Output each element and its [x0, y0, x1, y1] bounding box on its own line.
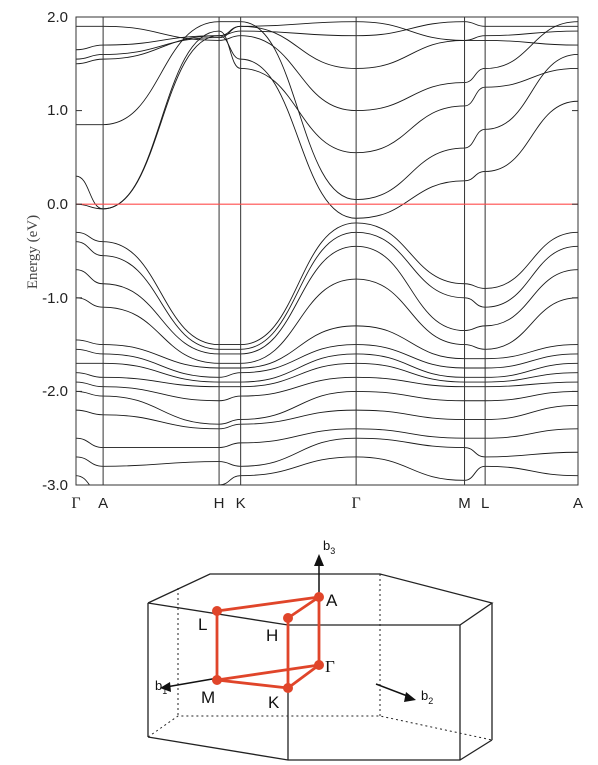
band-line-8	[76, 231, 578, 350]
band-line-16	[76, 390, 578, 425]
y-tick-label-0: 0.0	[47, 196, 68, 213]
b3-arrowhead	[314, 554, 324, 566]
kpoint-label-1: A	[98, 495, 108, 512]
kpoint-label-3: K	[236, 495, 246, 512]
bands	[76, 21, 578, 485]
band-line-2	[76, 21, 578, 65]
b3-label: b3	[323, 538, 335, 556]
kpoint-label-4: Γ	[351, 495, 360, 512]
bz-point-k	[283, 683, 293, 693]
bz-point-a	[314, 592, 324, 602]
bz-path-gamma-k	[287, 663, 320, 690]
kpoint-label-2: H	[214, 495, 225, 512]
b2-sub: 2	[428, 696, 433, 706]
b3-main: b	[323, 538, 330, 553]
band-line-18	[76, 428, 578, 449]
band-line-15	[76, 376, 578, 402]
band-line-6	[76, 35, 578, 219]
band-structure-plot: Energy (eV) 2.0 1.0 0.0 -1.0 -2.0 -3.0 Γ…	[25, 9, 583, 512]
y-ticks	[76, 16, 578, 486]
bz-point-m	[212, 675, 222, 685]
band-line-17	[76, 404, 578, 430]
band-line-4	[76, 25, 578, 69]
kpoint-lines	[102, 17, 486, 485]
plot-frame	[75, 16, 579, 486]
kpoint-label-6: L	[481, 495, 489, 512]
kpoint-label-0: Γ	[71, 495, 80, 512]
bz-path-m-k	[216, 678, 289, 690]
bz-label-a: A	[326, 591, 338, 610]
b2-label: b2	[421, 688, 433, 706]
b1-label: b1	[155, 678, 167, 696]
bz-label-gamma: Γ	[325, 657, 335, 676]
band-line-10	[76, 278, 578, 364]
b3-sub: 3	[330, 546, 335, 556]
band-line-12	[76, 344, 578, 378]
b1-main: b	[155, 678, 162, 693]
bz-bottom-outline	[147, 736, 493, 761]
bz-high-symmetry-path	[212, 592, 324, 693]
b2-arrow-line	[375, 683, 411, 698]
y-tick-label-1: 1.0	[47, 102, 68, 119]
y-tick-label-2: 2.0	[47, 9, 68, 26]
bz-label-h: H	[266, 626, 278, 645]
y-tick-label-m1: -1.0	[42, 290, 68, 307]
y-axis-label: Energy (eV)	[25, 215, 41, 289]
bz-point-h	[283, 613, 293, 623]
bz-hidden-bottom	[147, 715, 493, 741]
kpoint-label-5: M	[458, 495, 471, 512]
band-line-0	[76, 30, 578, 210]
band-line-19	[76, 437, 578, 467]
b2-arrowhead	[404, 692, 416, 702]
y-tick-label-m3: -3.0	[42, 477, 68, 494]
brillouin-zone-diagram: b3 b1 b2	[147, 538, 494, 761]
bz-path-l-a	[216, 595, 320, 613]
band-line-11	[76, 325, 578, 369]
b1-arrowhead	[160, 682, 171, 692]
band-line-13	[76, 353, 578, 383]
bz-point-l	[212, 606, 222, 616]
b1-sub: 1	[162, 686, 167, 696]
band-line-5	[76, 21, 578, 51]
bz-path-h-a	[287, 595, 320, 620]
band-line-20	[76, 456, 578, 485]
y-tick-label-m2: -2.0	[42, 383, 68, 400]
b1-arrow-line	[165, 677, 219, 688]
b2-main: b	[421, 688, 428, 703]
bz-point-gamma	[314, 660, 324, 670]
band-line-1	[76, 21, 578, 200]
band-line-14	[76, 362, 578, 388]
bz-label-l: L	[198, 615, 207, 634]
kpoint-label-7: A	[573, 495, 583, 512]
bz-path-m-gamma	[216, 663, 320, 682]
bz-label-m: M	[201, 688, 215, 707]
bz-label-k: K	[268, 693, 280, 712]
band-line-9	[76, 245, 578, 355]
